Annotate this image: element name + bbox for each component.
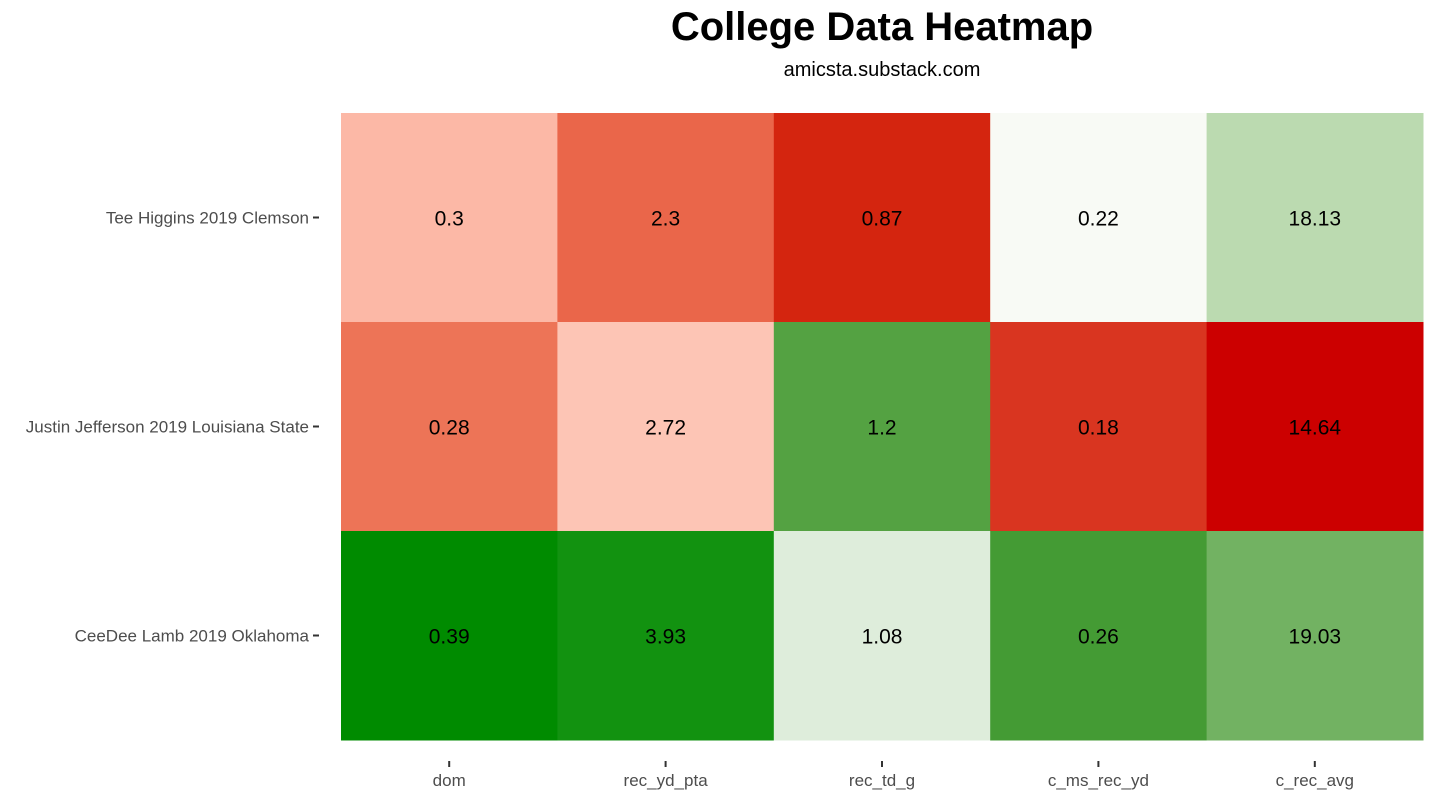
y-tick-label: CeeDee Lamb 2019 Oklahoma: [75, 627, 310, 646]
x-axis: dom rec_yd_pta rec_td_g c_ms_rec_yd c_rec_av…: [433, 761, 1354, 790]
cell-value-label: 0.26: [1078, 626, 1119, 649]
heatmap-cell-dom-row-2: [341, 322, 558, 532]
cell-value-label: 0.87: [862, 208, 903, 231]
heatmap-cell-c-ms-rec-yd-row-2: [990, 322, 1208, 532]
cell-value-label: 0.39: [429, 626, 470, 649]
chart-subtitle: amicsta.substack.com: [784, 59, 981, 81]
y-axis: Tee Higgins 2019 Clemson Justin Jefferson…: [26, 209, 319, 646]
cell-value-label: 18.13: [1289, 208, 1342, 231]
heatmap-cell-c-rec-avg-row-2: [1206, 322, 1424, 532]
cell-value-label: 3.93: [645, 626, 686, 649]
heatmap-cell-c-rec-avg-row-3: [1206, 531, 1424, 741]
y-tick-label: Tee Higgins 2019 Clemson: [106, 209, 309, 228]
cell-value-label: 0.3: [435, 208, 464, 231]
cell-value-label: 1.2: [867, 417, 896, 440]
heatmap-cell-dom-row-3: [341, 531, 558, 741]
x-tick-label: c_ms_rec_yd: [1048, 771, 1149, 790]
x-tick-label: c_rec_avg: [1276, 771, 1354, 790]
heatmap-cell-rec-yd-pta-row-3: [557, 531, 775, 741]
heatmap-cell-rec-yd-pta-row-2: [557, 322, 775, 532]
heatmap-cell-rec-td-g-row-1: [773, 113, 991, 323]
heatmap-cell-rec-td-g-row-2: [773, 322, 991, 532]
cell-value-label: 0.28: [429, 417, 470, 440]
cell-value-label: 2.72: [645, 417, 686, 440]
cell-value-label: 19.03: [1289, 626, 1342, 649]
x-tick-label: rec_td_g: [849, 771, 915, 790]
heatmap-cell-c-rec-avg-row-1: [1206, 113, 1424, 323]
heatmap-cell-dom-row-1: [341, 113, 558, 323]
cell-value-label: 1.08: [862, 626, 903, 649]
x-tick-label: rec_yd_pta: [624, 771, 709, 790]
cell-value-label: 2.3: [651, 208, 680, 231]
heatmap-cell-c-ms-rec-yd-row-1: [990, 113, 1208, 323]
heatmap-cells: 0.3 2.3 0.87 0.22 18.13 0.28 2.72 1.2 0.18 14.64 0…: [341, 113, 1424, 741]
y-tick-label: Justin Jefferson 2019 Louisiana State: [26, 418, 309, 437]
heatmap-cell-rec-yd-pta-row-1: [557, 113, 775, 323]
cell-value-label: 0.22: [1078, 208, 1119, 231]
x-tick-label: dom: [433, 771, 466, 790]
cell-value-label: 14.64: [1289, 417, 1342, 440]
heatmap-cell-rec-td-g-row-3: [773, 531, 991, 741]
heatmap-cell-c-ms-rec-yd-row-3: [990, 531, 1208, 741]
chart-title: College Data Heatmap: [671, 5, 1093, 49]
cell-value-label: 0.18: [1078, 417, 1119, 440]
